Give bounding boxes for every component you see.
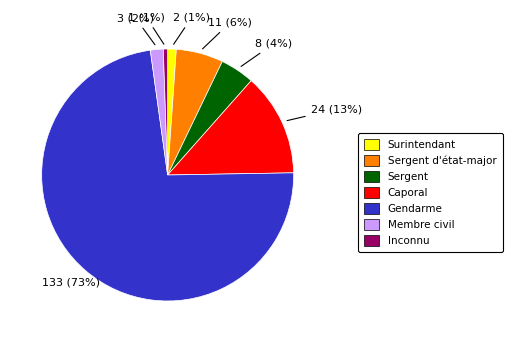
Wedge shape: [168, 49, 223, 175]
Text: 1 (1%): 1 (1%): [128, 13, 165, 44]
Text: 24 (13%): 24 (13%): [287, 104, 362, 121]
Text: 2 (1%): 2 (1%): [173, 13, 210, 44]
Wedge shape: [168, 62, 251, 175]
Wedge shape: [168, 49, 176, 175]
Text: 11 (6%): 11 (6%): [203, 18, 252, 49]
Text: 133 (73%): 133 (73%): [42, 277, 100, 287]
Wedge shape: [168, 81, 294, 175]
Wedge shape: [42, 50, 294, 301]
Text: 8 (4%): 8 (4%): [241, 39, 292, 66]
Legend: Surintendant, Sergent d'état-major, Sergent, Caporal, Gendarme, Membre civil, In: Surintendant, Sergent d'état-major, Serg…: [358, 133, 503, 252]
Wedge shape: [150, 49, 168, 175]
Text: 3 (2%): 3 (2%): [117, 13, 155, 45]
Wedge shape: [163, 49, 168, 175]
